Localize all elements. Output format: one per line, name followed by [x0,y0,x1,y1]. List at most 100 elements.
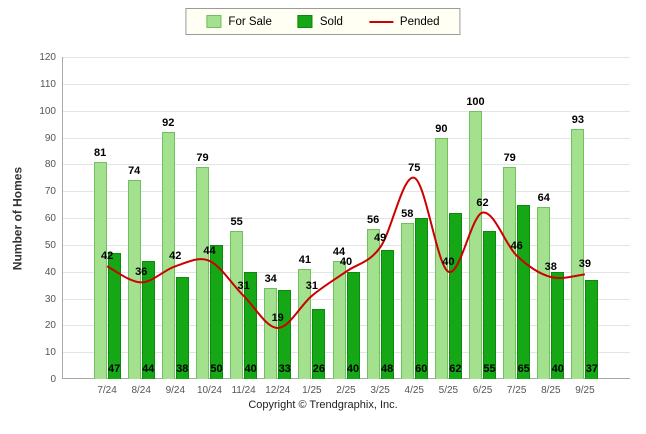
legend-item-for-sale: For Sale [206,15,272,28]
for-sale-value-label: 81 [93,146,107,159]
y-axis-tick-label: 70 [44,186,56,198]
for-sale-bar [571,129,585,379]
for-sale-bar [196,167,209,379]
x-axis-tick-label: 9/24 [165,385,186,396]
for-sale-value-label: 55 [230,216,243,229]
pended-value-label: 46 [510,239,523,252]
sold-value-label: 33 [278,363,291,375]
for-sale-bar [366,228,380,379]
sold-value-label: 44 [142,363,155,375]
for-sale-bar [400,223,414,379]
for-sale-value-label: 74 [128,165,141,178]
sold-value-label: 50 [210,363,223,375]
for-sale-value-label: 44 [332,245,346,258]
sold-bar [448,212,462,379]
sold-value-label: 38 [176,363,189,375]
x-axis-tick-label: 2/25 [336,385,356,396]
sold-value-label: 65 [517,363,530,375]
for-sale-bar [230,231,244,379]
y-axis-tick-label: 100 [39,105,56,117]
x-axis-tick-label: 4/25 [404,385,424,396]
for-sale-bar [127,180,141,379]
legend-item-pended: Pended [368,15,440,28]
for-sale-value-label: 56 [366,213,380,226]
for-sale-value-label: 79 [503,152,516,164]
sold-bar [107,252,121,379]
gridline [63,137,630,139]
for-sale-value-label: 90 [435,122,448,135]
for-sale-bar [93,161,107,379]
legend-label-for-sale: For Sale [228,15,272,28]
y-axis-tick-label: 80 [44,159,56,171]
x-axis-tick-label: 7/24 [97,385,117,396]
for-sale-value-label: 41 [298,254,312,266]
y-axis-tick-label: 10 [44,347,56,359]
pended-value-label: 19 [271,312,284,324]
sold-value-label: 26 [312,363,326,375]
copyright-text: Copyright © Trendgraphix, Inc. [248,399,398,411]
x-axis-tick-label: 5/25 [438,385,459,396]
y-axis-tick-label: 40 [44,266,56,278]
pended-value-label: 38 [544,261,557,273]
pended-value-label: 40 [339,255,353,268]
sold-value-label: 40 [551,363,564,375]
y-axis-tick-label: 20 [44,320,56,332]
y-axis-tick-label: 90 [44,132,56,144]
for-sale-value-label: 92 [162,117,175,130]
for-sale-bar [503,167,517,379]
x-axis-tick-label: 3/25 [370,385,390,396]
pended-value-label: 62 [476,196,489,209]
for-sale-value-label: 64 [537,192,550,205]
for-sale-bar [469,110,482,379]
x-axis-tick-label: 7/25 [506,385,527,396]
x-axis-tick-label: 1/25 [302,385,322,396]
gridline [63,83,630,85]
for-sale-bar [537,207,551,379]
pended-value-label: 75 [408,161,421,174]
for-sale-value-label: 100 [466,95,485,108]
x-axis-tick-label: 10/24 [196,385,222,396]
plot-area [62,57,630,379]
sold-value-label: 40 [346,363,360,375]
y-axis-tick-label: 50 [44,239,56,251]
pended-value-label: 31 [237,279,250,292]
chart-legend: For Sale Sold Pended [185,8,461,35]
x-axis-tick-label: 9/25 [575,385,595,396]
for-sale-value-label: 79 [196,152,209,164]
pended-value-label: 44 [203,244,216,257]
x-axis-tick-label: 12/24 [265,385,291,396]
pended-value-label: 40 [442,255,455,268]
gridline [63,110,630,112]
sold-bar [141,260,155,379]
x-axis-tick-label: 11/24 [231,385,256,396]
sold-bar [517,204,531,379]
y-axis-tick-label: 0 [50,374,56,385]
gridline [63,57,630,58]
for-sale-value-label: 93 [571,114,585,127]
sold-value-label: 62 [449,363,462,375]
for-sale-swatch-icon [206,15,222,28]
legend-label-sold: Sold [319,15,343,28]
y-axis-tick-label: 120 [39,52,56,63]
y-axis-tick-label: 60 [44,213,56,224]
x-axis-tick-label: 8/25 [541,385,561,396]
sold-value-label: 47 [107,363,121,375]
sold-value-label: 55 [483,363,496,375]
legend-item-sold: Sold [297,15,343,28]
pended-line-swatch-icon [368,20,393,23]
sold-value-label: 60 [415,363,428,375]
sold-bar [483,231,496,379]
gridline [63,164,630,166]
pended-value-label: 42 [100,250,114,263]
sold-value-label: 48 [380,363,394,375]
for-sale-value-label: 34 [264,272,277,285]
pended-value-label: 49 [373,231,387,244]
x-axis-tick-label: 6/25 [472,385,493,396]
y-axis-tick-label: 110 [40,78,56,90]
y-axis-tick-label: 30 [44,293,56,305]
for-sale-value-label: 58 [401,208,414,221]
legend-label-pended: Pended [399,15,440,28]
pended-value-label: 42 [169,250,182,263]
pended-value-label: 39 [578,258,592,271]
